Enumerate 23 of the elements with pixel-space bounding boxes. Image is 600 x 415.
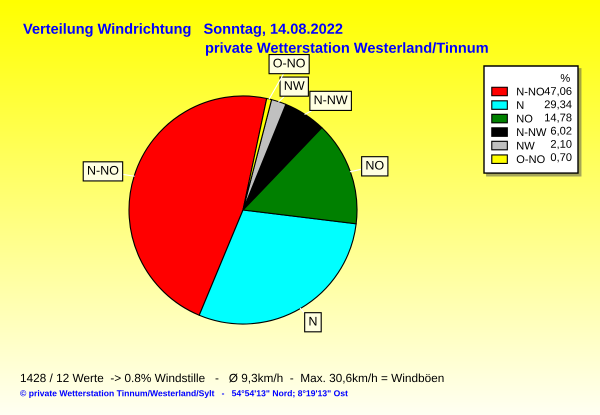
slice-label: NO [366,160,384,170]
slice-label: NW [284,81,305,90]
slice-label: O-NO [273,58,305,68]
legend-label: NO [517,114,532,123]
legend-label: N-NO [517,88,544,96]
chart-title: Verteilung Windrichtung Sonntag, 14.08.2022 [23,23,342,37]
data-label: 0,70 [550,153,572,162]
slice-label: N [309,316,316,326]
text: © private Wetterstation Tinnum/Westerland/Sylt - 54°54'13" Nord; 8°19'13" Ost [20,390,348,398]
slice-label: N-NO [88,166,118,175]
data-label: 14,78 [545,114,572,123]
legend-title: % [560,74,570,82]
data-label: 6,02 [550,126,572,136]
chart-subtitle: private Wetterstation Westerland/Tinnum [206,42,488,56]
legend-label: N [517,101,524,109]
data-label: 2,10 [550,140,572,150]
text: 1428 / 12 Werte -> 0.8% Windstille - Ø 9,3km/h - Max. 30,6km/h = Windböen [20,373,444,384]
data-label: 29,34 [544,100,572,110]
data-label: 47,06 [544,87,572,96]
legend-label: O-NO [516,155,545,164]
legend-label: N-NW [517,128,546,136]
slice-label: N-NW [314,96,348,104]
legend-label: NW [517,142,535,150]
